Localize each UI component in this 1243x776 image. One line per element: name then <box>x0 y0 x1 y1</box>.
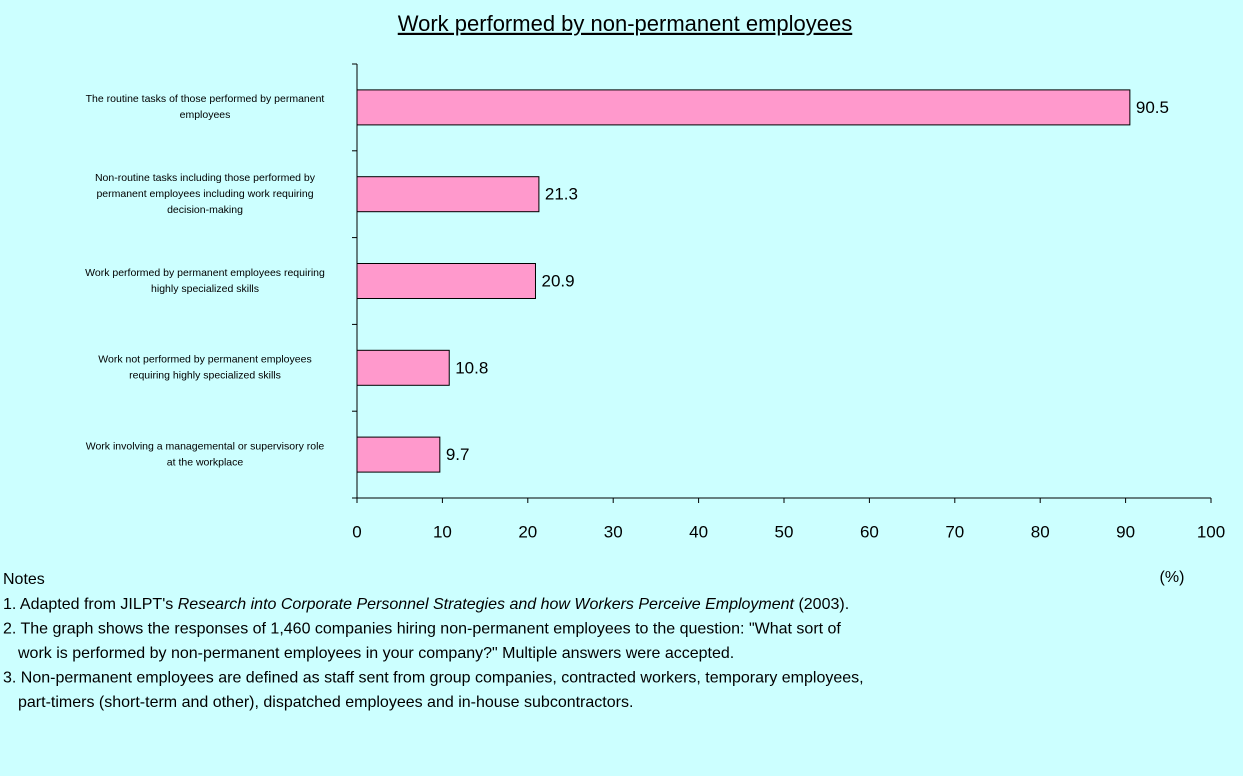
note-text: 3. Non-permanent employees are defined a… <box>3 670 864 687</box>
bar <box>356 176 540 213</box>
y-tick-label: at the workplace <box>167 456 244 468</box>
bar <box>356 263 536 299</box>
bar <box>356 349 450 386</box>
x-tick-label: 80 <box>1031 522 1050 541</box>
y-tick-label: Work involving a managemental or supervi… <box>86 440 325 452</box>
value-label: 10.8 <box>455 358 488 377</box>
x-tick-label: 60 <box>860 522 879 541</box>
note-line: 2. The graph shows the responses of 1,46… <box>3 621 841 638</box>
x-tick-label: 70 <box>945 522 964 541</box>
value-label: 90.5 <box>1136 98 1169 117</box>
y-tick-label: The routine tasks of those performed by … <box>86 93 325 105</box>
value-label: 20.9 <box>541 271 574 290</box>
note-text: 2. The graph shows the responses of 1,46… <box>3 621 841 638</box>
value-label: 9.7 <box>446 445 470 464</box>
note-text: (2003). <box>794 596 849 613</box>
x-axis-label: (%) <box>1160 569 1185 586</box>
bar <box>356 436 441 473</box>
x-tick-label: 50 <box>775 522 794 541</box>
bar <box>356 89 1131 126</box>
y-tick-label: highly specialized skills <box>151 283 259 295</box>
notes-heading: Notes <box>3 571 45 588</box>
note-line: 3. Non-permanent employees are defined a… <box>3 670 864 687</box>
note-line: part-timers (short-term and other), disp… <box>18 694 633 711</box>
value-label: 21.3 <box>545 185 578 204</box>
y-tick-label: decision-making <box>167 204 243 216</box>
x-tick-label: 10 <box>433 522 452 541</box>
x-tick-label: 30 <box>604 522 623 541</box>
note-text: 1. Adapted from JILPT's <box>3 596 178 613</box>
y-tick-label: Work performed by permanent employees re… <box>85 267 325 279</box>
y-tick-label: Work not performed by permanent employee… <box>98 354 311 366</box>
x-tick-label: 0 <box>352 522 361 541</box>
y-tick-label: requiring highly specialized skills <box>129 370 281 382</box>
y-tick-label: employees <box>180 109 231 121</box>
note-line: work is performed by non-permanent emplo… <box>17 645 734 662</box>
y-tick-label: permanent employees including work requi… <box>96 188 313 200</box>
x-tick-label: 90 <box>1116 522 1135 541</box>
note-text: work is performed by non-permanent emplo… <box>17 645 734 662</box>
x-tick-label: 20 <box>518 522 537 541</box>
note-line: 1. Adapted from JILPT's Research into Co… <box>3 596 849 613</box>
y-tick-label: Non-routine tasks including those perfor… <box>95 172 316 184</box>
chart-title: Work performed by non-permanent employee… <box>398 11 852 36</box>
note-text: part-timers (short-term and other), disp… <box>18 694 633 711</box>
note-text: Research into Corporate Personnel Strate… <box>178 596 795 613</box>
x-tick-label: 40 <box>689 522 708 541</box>
x-tick-label: 100 <box>1197 522 1225 541</box>
